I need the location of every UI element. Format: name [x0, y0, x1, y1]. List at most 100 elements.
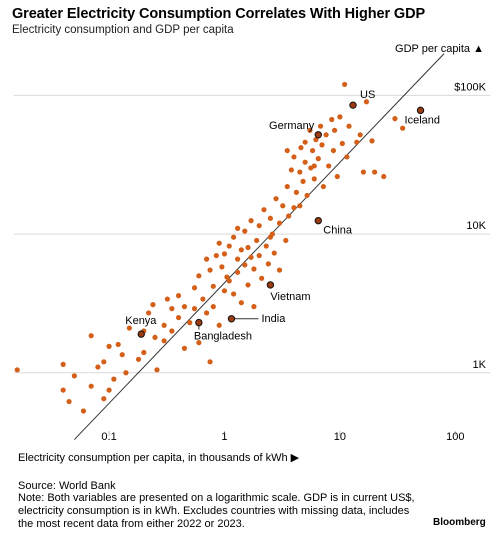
data-point: [259, 275, 265, 281]
data-point: [219, 264, 225, 270]
country-label: Germany: [269, 120, 315, 132]
data-point: [203, 256, 210, 262]
data-point: [319, 142, 325, 148]
data-point: [265, 261, 271, 267]
data-point: [207, 359, 213, 365]
data-point: [213, 252, 219, 259]
data-point: [311, 176, 317, 182]
data-point: [242, 228, 248, 234]
data-point: [297, 203, 303, 209]
data-point: [344, 154, 350, 160]
data-point: [123, 370, 129, 376]
data-point: [119, 352, 125, 358]
x-tick-label: 0.1: [101, 431, 116, 443]
data-point: [309, 147, 316, 154]
data-point: [207, 267, 213, 273]
data-point: [14, 367, 20, 373]
data-point: [245, 244, 251, 251]
highlighted-point: [314, 131, 322, 139]
data-point: [254, 237, 260, 244]
data-point: [235, 225, 241, 231]
data-point: [302, 139, 308, 145]
highlighted-point: [416, 106, 425, 115]
data-point: [311, 163, 317, 169]
data-point: [342, 81, 348, 88]
data-point: [267, 234, 273, 240]
data-point: [152, 334, 158, 340]
data-point: [60, 387, 66, 393]
data-point: [304, 192, 310, 199]
y-tick-label: 10K: [466, 220, 486, 232]
data-point: [210, 304, 216, 310]
data-point: [284, 147, 290, 154]
data-point: [154, 367, 160, 373]
data-point: [271, 250, 277, 256]
highlight-layer: US Germany Iceland China Vietnam India Kenya Ba…: [125, 89, 440, 342]
data-point: [346, 123, 352, 129]
trend-line: [73, 53, 445, 440]
data-point: [88, 383, 94, 389]
data-point: [71, 373, 77, 379]
data-point: [231, 234, 237, 240]
data-point: [302, 159, 308, 165]
y-tick-label: 1K: [473, 359, 487, 371]
data-point: [334, 173, 340, 180]
x-tick-label: 10: [334, 431, 346, 443]
highlighted-point: [195, 318, 203, 327]
source-note: Source: World Bank: [18, 480, 116, 492]
data-point: [175, 314, 182, 321]
data-point: [251, 304, 257, 310]
data-point: [216, 240, 222, 246]
data-point: [191, 306, 198, 312]
data-point: [238, 300, 244, 306]
data-point: [354, 139, 360, 145]
grid-layer: [14, 94, 490, 436]
x-tick-label: 1: [221, 431, 227, 443]
data-point: [95, 364, 101, 370]
data-point: [161, 338, 167, 344]
data-point: [300, 178, 306, 184]
data-point: [307, 127, 313, 133]
bloomberg-logo: Bloomberg: [433, 517, 486, 528]
data-point: [106, 387, 112, 393]
data-point: [381, 173, 387, 180]
data-point: [331, 127, 338, 133]
data-point: [224, 274, 230, 280]
country-label: Kenya: [125, 315, 157, 327]
data-point: [284, 183, 290, 190]
highlighted-point: [349, 101, 357, 109]
data-point: [181, 345, 188, 351]
data-point: [360, 169, 367, 175]
data-point: [101, 359, 107, 365]
chart-title: Greater Electricity Consumption Correlat…: [12, 6, 426, 22]
data-point: [101, 396, 107, 402]
data-point: [291, 154, 297, 160]
data-point: [203, 310, 210, 316]
data-point: [245, 282, 251, 288]
data-point: [164, 296, 170, 302]
data-point: [280, 203, 286, 209]
data-point: [326, 163, 332, 169]
point-layer: [14, 81, 406, 414]
data-point: [80, 408, 87, 414]
data-point: [196, 273, 202, 279]
data-point: [276, 220, 283, 226]
country-label: China: [323, 225, 353, 237]
data-point: [235, 256, 241, 262]
data-point: [191, 285, 198, 291]
data-point: [181, 304, 188, 310]
data-point: [372, 169, 378, 175]
data-point: [297, 169, 303, 175]
data-point: [242, 262, 248, 268]
data-point: [145, 310, 152, 316]
data-point: [286, 213, 292, 219]
x-tick-label: 100: [446, 431, 464, 443]
data-point: [291, 205, 297, 211]
data-point: [150, 302, 156, 308]
chart-subtitle: Electricity consumption and GDP per capi…: [12, 24, 234, 36]
data-point: [106, 343, 112, 349]
data-point: [196, 340, 202, 346]
data-point: [400, 125, 406, 131]
data-point: [298, 145, 304, 151]
